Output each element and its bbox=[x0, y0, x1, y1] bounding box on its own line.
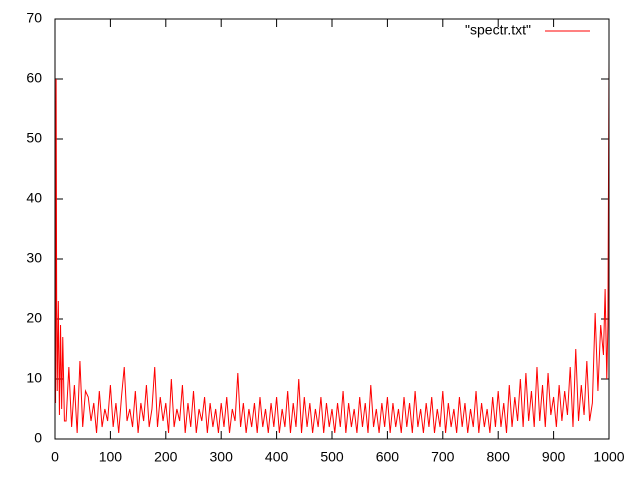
x-tick-label: 100 bbox=[99, 449, 123, 465]
x-tick-label: 600 bbox=[376, 449, 400, 465]
x-tick-label: 700 bbox=[431, 449, 455, 465]
x-tick-label: 300 bbox=[210, 449, 234, 465]
y-tick-label: 30 bbox=[26, 250, 42, 266]
y-tick-label: 60 bbox=[26, 70, 42, 86]
x-tick-label: 400 bbox=[265, 449, 289, 465]
x-tick-label: 1000 bbox=[593, 449, 624, 465]
y-tick-label: 0 bbox=[34, 430, 42, 446]
data-line bbox=[54, 60, 610, 434]
plot-border bbox=[54, 18, 610, 440]
y-tick-label: 70 bbox=[26, 10, 42, 26]
x-tick-label: 500 bbox=[320, 449, 344, 465]
x-tick-label: 200 bbox=[154, 449, 178, 465]
y-tick-label: 40 bbox=[26, 190, 42, 206]
x-tick-label: 800 bbox=[487, 449, 511, 465]
y-tick-label: 20 bbox=[26, 310, 42, 326]
x-tick-label: 900 bbox=[542, 449, 566, 465]
y-tick-label: 10 bbox=[26, 370, 42, 386]
y-tick-label: 50 bbox=[26, 130, 42, 146]
x-tick-label: 0 bbox=[51, 449, 59, 465]
legend-label: "spectr.txt" bbox=[465, 22, 531, 38]
